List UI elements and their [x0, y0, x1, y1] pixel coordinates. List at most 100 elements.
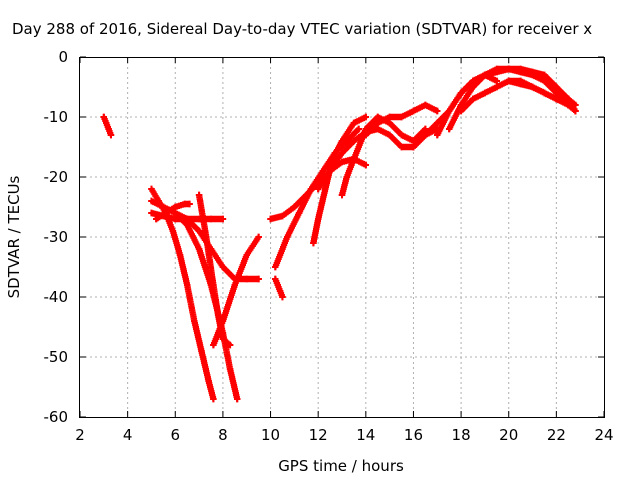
data-point	[276, 287, 284, 295]
data-point	[338, 191, 346, 199]
data-point	[445, 107, 453, 115]
data-point	[319, 167, 327, 175]
series-arc-8	[210, 233, 262, 349]
data-point	[374, 119, 381, 127]
data-point	[314, 215, 322, 223]
data-point	[565, 95, 572, 103]
x-tick-label: 8	[218, 426, 228, 444]
data-point	[338, 149, 346, 157]
data-point	[434, 131, 441, 139]
data-point	[198, 347, 205, 355]
series-arc-15	[362, 101, 441, 139]
data-point	[105, 125, 112, 133]
data-point	[310, 239, 317, 247]
data-point	[434, 107, 441, 115]
data-point	[183, 281, 191, 289]
data-point	[191, 317, 198, 325]
x-tick-label: 6	[170, 426, 180, 444]
data-point	[410, 107, 417, 115]
chart-grid	[80, 57, 604, 417]
data-point	[203, 233, 210, 241]
data-point	[107, 131, 115, 139]
chart-title: Day 288 of 2016, Sidereal Day-to-day VTE…	[12, 20, 592, 38]
data-point	[172, 203, 179, 211]
x-tick-label: 18	[452, 426, 471, 444]
data-point	[457, 107, 465, 115]
data-point	[195, 191, 203, 199]
series-arc-7	[195, 191, 234, 349]
data-point	[210, 281, 217, 289]
y-tick-label: 0	[58, 48, 68, 66]
data-point	[517, 80, 524, 88]
y-tick-label: -40	[44, 288, 69, 306]
plot-frame	[79, 57, 605, 418]
data-point	[493, 83, 501, 91]
data-point	[231, 281, 239, 289]
data-point	[445, 125, 453, 133]
data-point	[398, 131, 405, 139]
data-point	[338, 158, 346, 166]
data-point	[493, 77, 501, 85]
data-point	[541, 89, 548, 97]
data-point	[226, 365, 234, 373]
y-tick-label: -30	[44, 228, 69, 246]
data-point	[338, 137, 346, 145]
data-point	[350, 119, 358, 127]
data-point	[541, 71, 548, 79]
data-point	[517, 65, 524, 73]
data-point	[481, 71, 489, 79]
data-point	[219, 215, 227, 223]
data-point	[272, 275, 279, 283]
data-point	[243, 275, 250, 283]
data-point	[214, 311, 222, 319]
data-point	[234, 395, 241, 403]
data-point	[362, 113, 370, 121]
data-point	[205, 377, 212, 385]
x-tick-label: 20	[499, 426, 518, 444]
data-point	[572, 101, 579, 109]
data-point	[572, 107, 579, 115]
x-tick-label: 12	[309, 426, 328, 444]
data-point	[505, 77, 512, 85]
y-tick-label: -50	[44, 348, 69, 366]
data-point	[103, 119, 110, 127]
data-point	[186, 200, 193, 208]
series-arc-1	[100, 113, 115, 139]
data-point	[183, 215, 191, 223]
data-point	[219, 263, 227, 271]
data-point	[148, 197, 155, 205]
data-point	[314, 185, 322, 193]
data-point	[422, 131, 429, 139]
data-point	[226, 341, 234, 349]
data-point	[291, 203, 298, 211]
data-point	[529, 83, 536, 91]
data-point	[169, 227, 177, 235]
data-point	[469, 95, 477, 103]
data-point	[295, 209, 303, 217]
series-arc-21	[505, 77, 579, 109]
data-point	[255, 233, 262, 241]
data-point	[274, 281, 281, 289]
data-point	[255, 275, 262, 283]
data-point	[329, 155, 336, 163]
data-point	[362, 131, 370, 139]
series-arc-14	[338, 113, 429, 199]
data-point	[322, 185, 329, 193]
x-tick-label: 24	[594, 426, 613, 444]
series-arc-9	[272, 275, 286, 301]
data-point	[326, 167, 334, 175]
data-point	[219, 335, 227, 343]
data-point	[284, 233, 291, 241]
data-point	[279, 293, 286, 301]
x-tick-label: 10	[261, 426, 280, 444]
y-tick-label: -10	[44, 108, 69, 126]
data-point	[343, 173, 350, 181]
data-point	[219, 317, 227, 325]
data-point	[398, 113, 405, 121]
data-point	[362, 161, 370, 169]
data-point	[279, 212, 286, 220]
data-point	[493, 68, 501, 76]
data-point	[148, 185, 155, 193]
data-point	[355, 125, 362, 133]
